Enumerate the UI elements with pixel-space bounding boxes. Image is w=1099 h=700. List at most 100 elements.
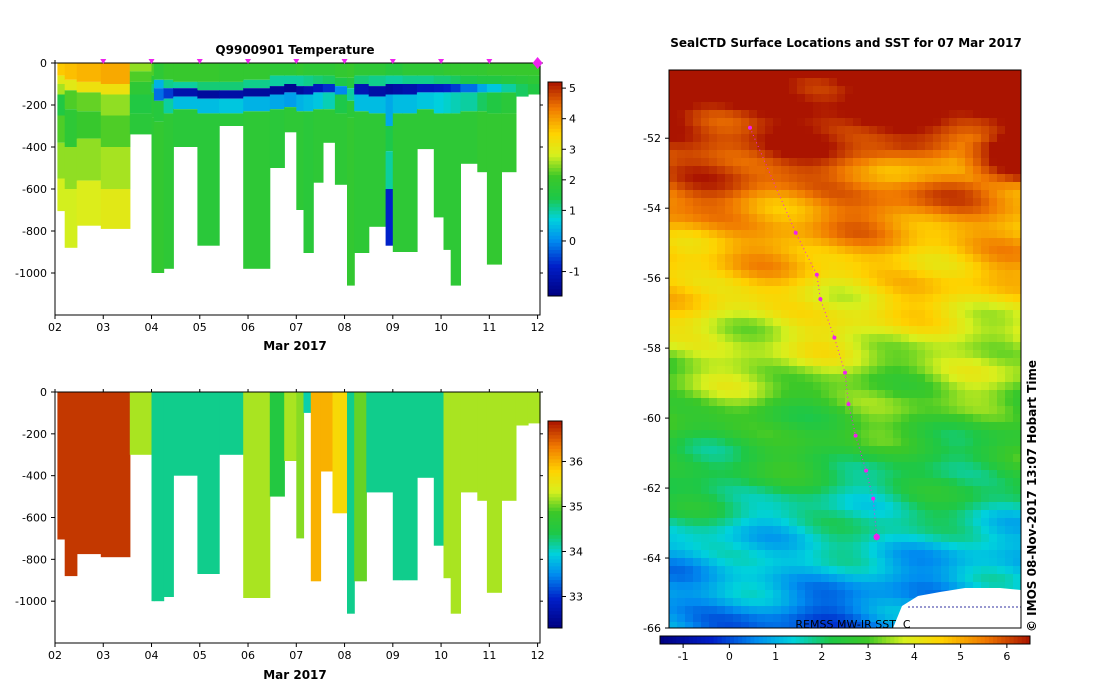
sst-cell: [901, 366, 910, 375]
profile-cell: [64, 189, 78, 248]
sst-cell: [725, 246, 734, 255]
sst-cell: [981, 454, 990, 463]
sst-cell: [805, 518, 814, 527]
sst-cell: [901, 310, 910, 319]
sst-cell: [725, 606, 734, 615]
sst-cell: [757, 94, 766, 103]
sst-cell: [869, 78, 878, 87]
sst-cell: [685, 270, 694, 279]
sst-cell: [853, 454, 862, 463]
sst-field: [669, 70, 1022, 629]
sst-cell: [925, 86, 934, 95]
sst-cell: [829, 398, 838, 407]
sst-cell: [925, 438, 934, 447]
sst-cell: [949, 342, 958, 351]
sst-cell: [789, 366, 798, 375]
sst-cell: [861, 94, 870, 103]
sst-cell: [861, 350, 870, 359]
sst-cell: [837, 550, 846, 559]
sst-cell: [949, 462, 958, 471]
sst-cell: [845, 182, 854, 191]
sst-cell: [997, 502, 1006, 511]
sst-cell: [965, 494, 974, 503]
sst-cell: [925, 454, 934, 463]
sst-cell: [829, 342, 838, 351]
sst-cell: [829, 102, 838, 111]
sst-cell: [829, 414, 838, 423]
colorbar-swatch: [548, 438, 562, 443]
sst-cell: [829, 326, 838, 335]
sst-cell: [765, 294, 774, 303]
sst-cell: [709, 206, 718, 215]
sst-cell: [965, 582, 974, 591]
sst-cell: [981, 414, 990, 423]
sst-cell: [805, 326, 814, 335]
sst-cell: [973, 438, 982, 447]
sst-cell: [853, 326, 862, 335]
sst-cell: [941, 422, 950, 431]
sst-cell: [957, 126, 966, 135]
sst-cell: [797, 526, 806, 535]
sst-cell: [893, 286, 902, 295]
sst-cell: [829, 390, 838, 399]
sst-cell: [845, 382, 854, 391]
sst-cell: [981, 278, 990, 287]
profile-cell: [322, 109, 336, 143]
sst-cell: [909, 590, 918, 599]
sst-cell: [1005, 142, 1014, 151]
sst-cell: [685, 590, 694, 599]
profile-cell: [443, 75, 452, 84]
sst-cell: [765, 318, 774, 327]
sst-cell: [741, 270, 750, 279]
sst-cell: [725, 566, 734, 575]
sst-cell: [877, 94, 886, 103]
sst-cell: [917, 454, 926, 463]
sst-cell: [925, 262, 934, 271]
sst-cell: [765, 246, 774, 255]
sst-cell: [669, 246, 678, 255]
sst-cell: [941, 118, 950, 127]
sst-cell: [821, 310, 830, 319]
sst-cell: [773, 326, 782, 335]
sst-cell: [701, 166, 710, 175]
sst-cell: [925, 334, 934, 343]
sst-cell: [717, 238, 726, 247]
colorbar-swatch: [548, 445, 562, 449]
sst-cell: [909, 310, 918, 319]
sst-cell: [709, 422, 718, 431]
sst-cell: [789, 246, 798, 255]
colorbar-swatch: [882, 636, 887, 644]
sst-cell: [981, 246, 990, 255]
sst-cell: [933, 142, 942, 151]
sst-cell: [917, 102, 926, 111]
sst-cell: [885, 526, 894, 535]
sst-cell: [981, 462, 990, 471]
colorbar-swatch: [795, 636, 801, 644]
sst-cell: [989, 430, 998, 439]
sst-cell: [733, 598, 742, 607]
sst-cell: [981, 326, 990, 335]
sst-cell: [765, 502, 774, 511]
lat-tick-label: -54: [643, 202, 661, 215]
sst-cell: [757, 542, 766, 551]
colorbar-swatch: [548, 603, 562, 608]
sst-cell: [741, 558, 750, 567]
sst-cell: [1013, 454, 1022, 463]
sst-cell: [925, 398, 934, 407]
sst-cell: [925, 542, 934, 551]
sst-cell: [861, 134, 870, 143]
sst-cell: [813, 326, 822, 335]
sst-cell: [709, 550, 718, 559]
colorbar-tick-label: 5: [569, 82, 576, 95]
sst-cell: [773, 166, 782, 175]
sst-cell: [837, 238, 846, 247]
sst-cell: [693, 566, 702, 575]
sst-cell: [989, 214, 998, 223]
sst-cell: [829, 278, 838, 287]
profile-cell: [416, 392, 435, 478]
sst-cell: [1005, 326, 1014, 335]
sst-cell: [725, 86, 734, 95]
sst-cell: [693, 590, 702, 599]
sst-cell: [925, 126, 934, 135]
sst-cell: [813, 438, 822, 447]
